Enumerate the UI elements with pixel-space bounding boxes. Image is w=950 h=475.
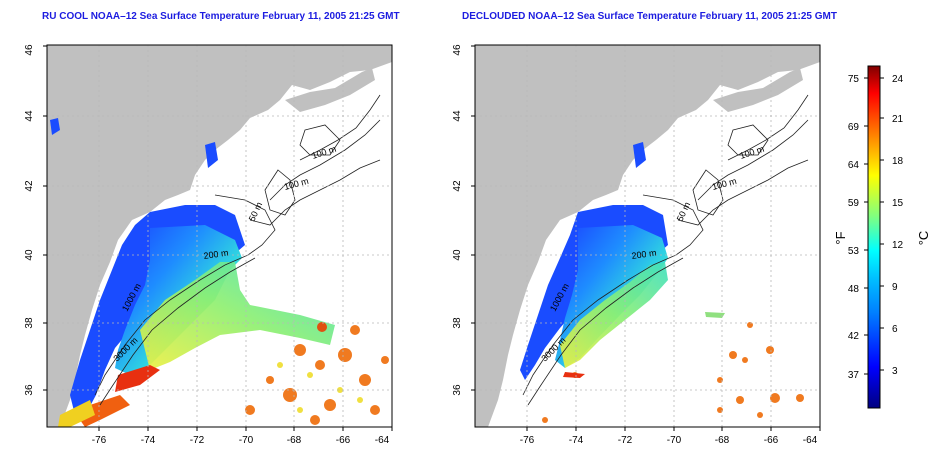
right-map-frame [474,44,821,428]
y-tick-label: 36 [24,384,35,396]
fahrenheit-tick: 64 [848,160,860,171]
x-tick-label: -72 [190,435,205,446]
x-tick-label: -74 [569,435,584,446]
y-tick-label: 38 [24,317,35,329]
bathymetry-contours [94,94,381,406]
left-map-title: RU COOL NOAA–12 Sea Surface Temperature … [42,11,400,22]
x-tick-label: -64 [803,435,818,446]
x-tick-labels-right: -76 -74 -72 -70 -68 -66 -64 [520,435,818,446]
x-tick-label: -76 [520,435,535,446]
colorbar-celsius-ticks: 24 21 18 15 12 9 6 3 [892,74,904,377]
colorbar-celsius-label: °C [916,231,931,246]
left-map-panel: 100 m 100 m 50 m 200 m 1000 m 3000 m [47,45,392,427]
x-tick-labels-left: -76 -74 -72 -70 -68 -66 -64 [92,435,390,446]
land-mass [475,45,820,427]
celsius-tick: 24 [892,74,904,85]
x-tick-label: -70 [239,435,254,446]
colorbar: 75 69 64 59 53 48 42 37 24 21 18 15 12 9… [833,65,931,409]
right-map-panel: 100 m 100 m 50 m 200 m 1000 m 3000 m [475,45,820,427]
celsius-tick: 21 [892,114,904,125]
x-tick-label: -68 [715,435,730,446]
x-tick-label: -66 [764,435,779,446]
contour-label: 200 m [203,248,229,261]
sst-gulf-stream [58,400,95,427]
y-tick-label: 42 [452,180,463,192]
x-tick-label: -68 [287,435,302,446]
y-tick-label: 38 [452,317,463,329]
land-mass [285,68,375,112]
right-map-title: DECLOUDED NOAA–12 Sea Surface Temperatur… [462,11,837,22]
y-tick-label: 36 [452,384,463,396]
y-tick-label: 44 [24,110,35,122]
y-tick-labels-right: 36 38 40 42 44 46 [452,44,463,396]
sst-slope-water [140,262,335,370]
graticule [475,45,820,427]
celsius-tick: 18 [892,156,904,167]
y-tick-label: 40 [452,249,463,261]
x-tick-label: -74 [141,435,156,446]
sst-slope-water [560,262,668,368]
fahrenheit-tick: 37 [848,370,860,381]
y-tick-label: 42 [24,180,35,192]
x-tick-label: -66 [336,435,351,446]
fahrenheit-tick: 53 [848,246,860,257]
y-tick-label: 44 [452,110,463,122]
graticule [47,45,392,427]
y-tick-label: 40 [24,249,35,261]
left-map-frame [46,44,393,428]
contour-label: 200 m [631,248,657,261]
celsius-tick: 15 [892,198,904,209]
x-tick-label: -76 [92,435,107,446]
fahrenheit-tick: 59 [848,198,860,209]
fahrenheit-tick: 48 [848,284,860,295]
bathymetry-contours [522,94,809,406]
colorbar-gradient [867,65,881,409]
sst-warm-eddies [245,325,389,425]
fahrenheit-tick: 75 [848,74,860,85]
fahrenheit-tick: 42 [848,331,860,342]
x-tick-label: -72 [618,435,633,446]
colorbar-fahrenheit-label: °F [833,231,848,244]
sst-gulf-stream [115,365,160,392]
x-tick-label: -70 [667,435,682,446]
celsius-tick: 12 [892,240,904,251]
celsius-tick: 6 [892,324,898,335]
land-mass [47,45,392,427]
celsius-tick: 9 [892,282,898,293]
land-mass [713,68,803,112]
sst-warm-eddies [277,362,363,413]
y-tick-labels-left: 36 38 40 42 44 46 [24,44,35,396]
colorbar-fahrenheit-ticks: 75 69 64 59 53 48 42 37 [848,74,860,381]
celsius-tick: 3 [892,366,898,377]
fahrenheit-tick: 69 [848,122,860,133]
sst-gulf-stream [80,395,130,427]
axis-ticks [43,45,821,431]
y-tick-label: 46 [452,44,463,56]
x-tick-label: -64 [375,435,390,446]
y-tick-label: 46 [24,44,35,56]
